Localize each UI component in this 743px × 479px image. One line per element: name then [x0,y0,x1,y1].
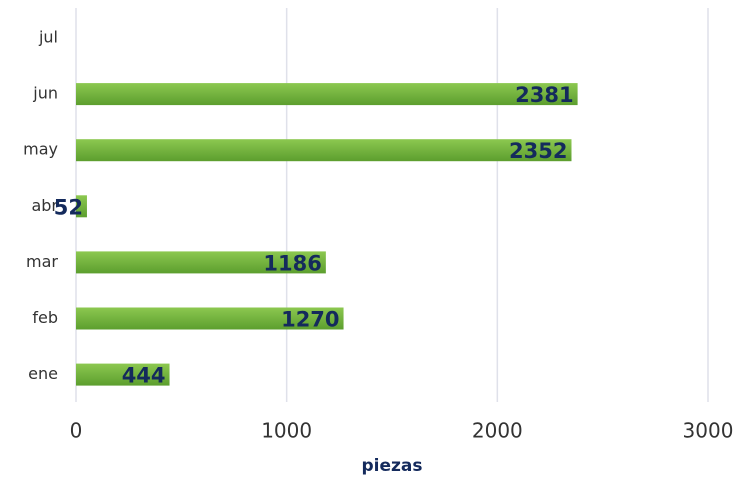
value-label: 52 [54,195,83,219]
x-tick-label: 2000 [472,419,523,443]
value-label: 1186 [263,251,321,275]
y-tick-label: jun [32,84,58,103]
x-axis-label: piezas [361,456,422,476]
value-label: 2381 [515,83,573,107]
value-label: 1270 [281,308,339,332]
y-tick-label: feb [32,308,58,327]
y-tick-label: mar [26,252,58,271]
value-label: 2352 [509,139,567,163]
y-tick-label: jul [38,28,58,47]
bar [76,195,87,218]
bar [76,251,326,274]
bar [76,363,170,386]
y-tick-label: may [23,140,58,159]
value-label: 444 [122,364,166,388]
x-tick-label: 1000 [261,419,312,443]
bar [76,139,572,162]
bar [76,307,344,330]
x-tick-label: 0 [70,419,83,443]
y-tick-label: abr [31,196,58,215]
x-tick-label: 3000 [683,419,734,443]
bar [76,83,578,106]
y-tick-label: ene [28,364,58,383]
